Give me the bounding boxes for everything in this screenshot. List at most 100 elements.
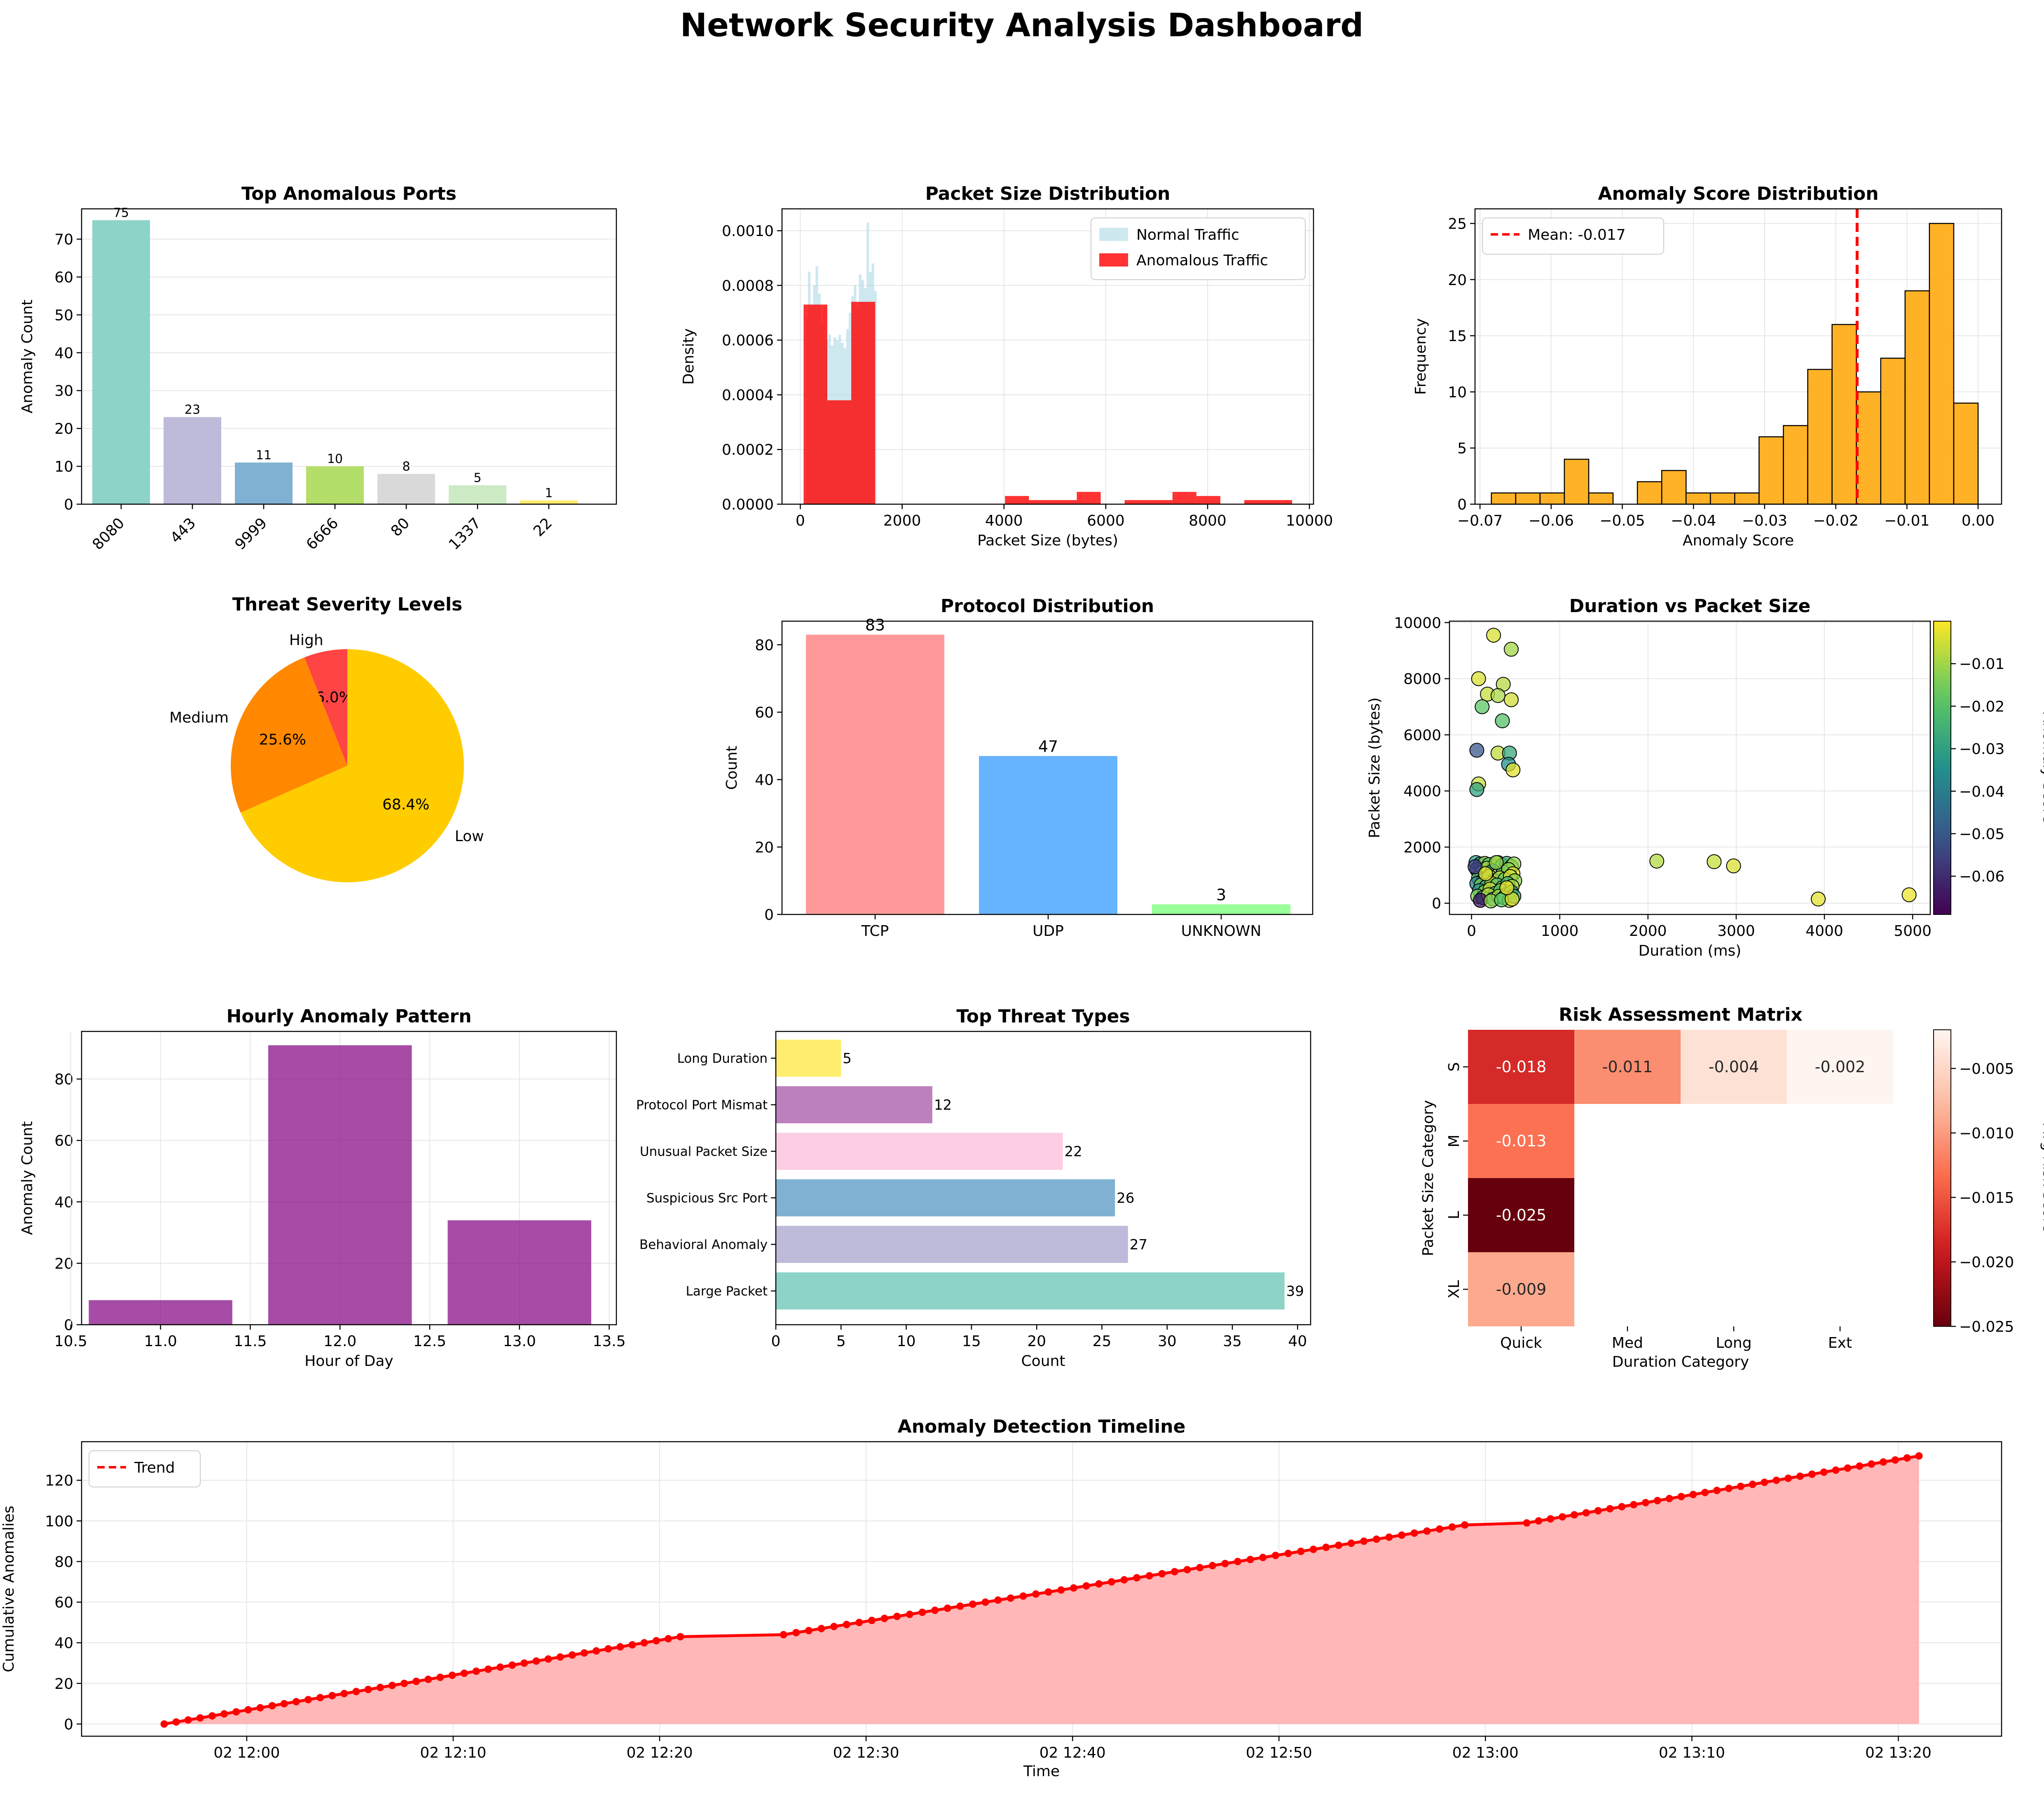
timeline-point <box>256 1704 264 1711</box>
timeline-ytick-label: 0 <box>64 1716 73 1733</box>
packet_hist-xtick-label: 8000 <box>1189 512 1227 529</box>
timeline-point <box>184 1716 192 1724</box>
timeline-point <box>1057 1586 1065 1594</box>
timeline-point <box>172 1718 180 1726</box>
risk-ytick-label: L <box>1446 1211 1463 1219</box>
pie-label-high: High <box>289 632 323 649</box>
scatter-ytick-label: 2000 <box>1403 839 1441 856</box>
risk-colorbar <box>1933 1029 1951 1327</box>
dashboard-title: Network Security Analysis Dashboard <box>680 7 1364 44</box>
protocol-ytick-label: 20 <box>755 839 774 856</box>
data-label-port-80: 8 <box>402 459 410 474</box>
timeline-xtick-label: 02 13:20 <box>1865 1744 1932 1761</box>
timeline-point <box>208 1712 216 1720</box>
scatter-title: Duration vs Packet Size <box>1569 596 1811 617</box>
heatmap-value: -0.018 <box>1496 1058 1547 1076</box>
heatmap-value: -0.011 <box>1602 1058 1653 1076</box>
heatmap-value: -0.009 <box>1496 1280 1547 1298</box>
heatmap-cell <box>1468 1030 1574 1104</box>
hourly-ytick-label: 40 <box>54 1194 73 1211</box>
timeline-point <box>1070 1584 1077 1592</box>
risk-ylabel: Packet Size Category <box>1420 1100 1437 1256</box>
timeline-xlabel: Time <box>1023 1763 1060 1780</box>
chart-threat-types: 0 5 10 15 20 25 30 35 40 39 Large Packet 27 Behavior… <box>636 1006 1311 1370</box>
bar-anomalous-traffic <box>1172 492 1196 504</box>
bar-normal-traffic <box>874 291 877 504</box>
timeline-point <box>1749 1480 1756 1488</box>
bar-anomalous-traffic <box>1196 496 1220 504</box>
heatmap-cell <box>1787 1030 1893 1104</box>
hourly-xtick-label: 11.5 <box>234 1333 267 1350</box>
data-label-protocol-tcp: 83 <box>865 616 885 634</box>
score_hist-ytick-label: 10 <box>1448 384 1467 401</box>
bar-anomalous-traffic <box>1053 500 1077 504</box>
bar-score-bin <box>1831 324 1857 505</box>
risk-ytick-label: S <box>1446 1062 1463 1072</box>
chart-protocol: 0 20 40 60 80 83 TCP 47 UDP 3 UNKNOWN Protocol Dist… <box>723 596 1313 940</box>
timeline-point <box>1653 1497 1661 1504</box>
pie-slice-medium <box>231 657 347 813</box>
hourly-xtick-label: 11.0 <box>144 1333 177 1350</box>
risk-xtick-label: Ext <box>1828 1335 1852 1351</box>
bar-score-bin <box>1685 492 1711 505</box>
bar-threat-long-duration <box>776 1040 841 1077</box>
timeline-point <box>1158 1570 1166 1578</box>
timeline-point <box>544 1655 552 1663</box>
timeline-point <box>460 1669 468 1677</box>
scatter-point <box>1499 880 1515 895</box>
hourly-xtick-label: 13.0 <box>503 1333 536 1350</box>
timeline-point <box>1665 1495 1673 1503</box>
data-label-threat: 22 <box>1064 1143 1082 1160</box>
timeline-point <box>1448 1523 1456 1531</box>
timeline-point <box>1784 1474 1792 1482</box>
timeline-point <box>604 1645 612 1653</box>
timeline-xtick-label: 02 12:20 <box>627 1744 693 1761</box>
risk-cb-tick-label: −0.015 <box>1959 1190 2014 1206</box>
bar-score-bin <box>1515 492 1541 505</box>
timeline-point <box>805 1627 812 1634</box>
timeline-point <box>244 1706 252 1714</box>
timeline-point <box>1642 1499 1650 1506</box>
timeline-point <box>1677 1493 1685 1501</box>
scatter-xtick-label: 1000 <box>1541 923 1579 940</box>
risk-cb-tick-label: −0.025 <box>1959 1319 2014 1335</box>
heatmap-cell <box>1574 1030 1681 1104</box>
scatter-cb-tick-label: −0.06 <box>1959 868 2004 885</box>
timeline-area <box>164 1456 1919 1724</box>
timeline-point <box>1107 1578 1115 1586</box>
risk-xtick-label: Long <box>1716 1335 1751 1351</box>
timeline-point <box>994 1596 1002 1604</box>
threats-xtick-label: 10 <box>897 1333 916 1350</box>
timeline-point <box>1360 1537 1368 1545</box>
timeline-xtick-label: 02 12:50 <box>1246 1744 1312 1761</box>
timeline-point <box>843 1620 850 1628</box>
bar-score-bin <box>1710 492 1735 505</box>
timeline-point <box>1372 1535 1380 1543</box>
score_hist-ytick-label: 15 <box>1448 328 1467 345</box>
timeline-point <box>532 1657 540 1665</box>
scatter-ytick-label: 4000 <box>1403 783 1441 800</box>
threats-xtick-label: 0 <box>771 1333 781 1350</box>
protocol-ylabel: Count <box>723 746 740 790</box>
bar-score-bin <box>1734 492 1760 505</box>
timeline-point <box>1737 1482 1744 1490</box>
ports-ytick-label: 0 <box>64 496 73 513</box>
timeline-point <box>232 1708 240 1716</box>
timeline-xtick-label: 02 12:10 <box>420 1744 486 1761</box>
hourly-ytick-label: 80 <box>54 1071 73 1088</box>
score_hist-xlabel: Anomaly Score <box>1683 532 1794 549</box>
timeline-point <box>196 1714 204 1722</box>
packet_hist-ytick-label: 0.0004 <box>722 387 774 404</box>
scatter-ytick-label: 6000 <box>1403 727 1441 744</box>
timeline-point <box>931 1606 939 1614</box>
timeline-point <box>1701 1489 1709 1496</box>
timeline-point <box>292 1698 300 1706</box>
threat-ytick-label: Behavioral Anomaly <box>639 1237 768 1252</box>
chart-risk-matrix: -0.018 -0.011 -0.004 -0.002 S -0.013 M -0.025 L -… <box>1420 1004 2044 1370</box>
scatter-ytick-label: 10000 <box>1394 615 1441 631</box>
heatmap-cell <box>1468 1178 1574 1252</box>
timeline-point <box>1007 1594 1014 1602</box>
bar-protocol-unknown <box>1152 904 1290 914</box>
timeline-point <box>1271 1552 1279 1560</box>
timeline-point <box>568 1651 576 1659</box>
